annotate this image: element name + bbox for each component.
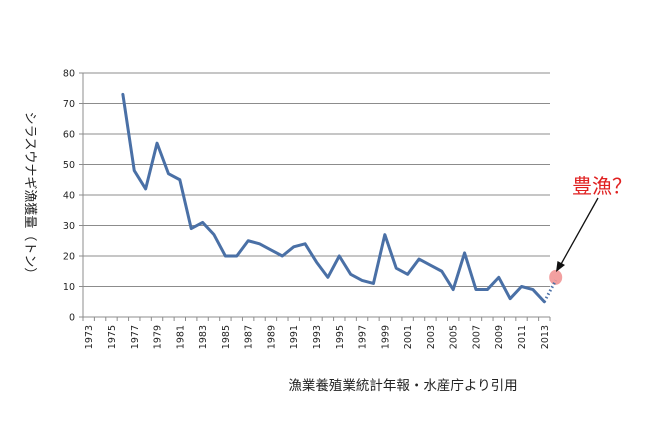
x-tick-label-1993: 1993 bbox=[312, 325, 323, 349]
arrowhead-icon bbox=[556, 261, 565, 272]
x-tick-label-1979: 1979 bbox=[153, 325, 164, 349]
x-tick-label-1987: 1987 bbox=[244, 325, 255, 349]
y-tick-label-40: 40 bbox=[63, 191, 75, 202]
x-tick-label-1977: 1977 bbox=[130, 325, 141, 349]
x-tick-label-1981: 1981 bbox=[175, 325, 186, 349]
x-tick-label-2003: 2003 bbox=[426, 325, 437, 349]
x-tick-label-1983: 1983 bbox=[198, 325, 209, 349]
y-tick-label-50: 50 bbox=[63, 160, 75, 171]
series bbox=[121, 92, 563, 304]
x-tick-label-1991: 1991 bbox=[289, 325, 300, 349]
x-tick-label-1999: 1999 bbox=[380, 325, 391, 349]
x-tick-label-2009: 2009 bbox=[494, 325, 505, 349]
source-note: 漁業養殖業統計年報・水産庁より引用 bbox=[288, 377, 517, 394]
x-tick-label-1997: 1997 bbox=[358, 325, 369, 349]
y-tick-label-10: 10 bbox=[63, 282, 75, 293]
gridlines bbox=[83, 72, 550, 287]
y-tick-labels: 0 10 20 30 40 50 60 70 80 bbox=[63, 69, 75, 324]
annotation-text: 豊漁？ bbox=[572, 174, 632, 198]
projection-line bbox=[542, 279, 558, 303]
annotation: 豊漁？ bbox=[556, 174, 632, 272]
annotation-arrow bbox=[559, 197, 599, 267]
axes bbox=[79, 72, 551, 321]
x-tick-label-1985: 1985 bbox=[221, 325, 232, 349]
x-tick-label-1995: 1995 bbox=[335, 325, 346, 349]
x-tick-label-2011: 2011 bbox=[517, 325, 528, 349]
x-tick-label-2005: 2005 bbox=[449, 325, 460, 349]
y-tick-label-30: 30 bbox=[63, 221, 75, 232]
series-line-0 bbox=[121, 92, 546, 304]
y-tick-label-0: 0 bbox=[69, 313, 75, 324]
x-tick-label-1975: 1975 bbox=[107, 325, 118, 349]
y-tick-label-70: 70 bbox=[63, 99, 75, 110]
x-tick-label-2001: 2001 bbox=[403, 325, 414, 349]
x-tick-label-1973: 1973 bbox=[84, 325, 95, 349]
y-tick-label-60: 60 bbox=[63, 130, 75, 141]
x-tick-label-1989: 1989 bbox=[266, 325, 277, 349]
y-axis-label: シラスウナギ漁獲量（トン） bbox=[22, 112, 37, 281]
y-tick-label-20: 20 bbox=[63, 252, 75, 263]
highlight-marker bbox=[549, 269, 563, 285]
x-tick-label-2013: 2013 bbox=[540, 325, 551, 349]
y-tick-label-80: 80 bbox=[63, 69, 75, 80]
x-tick-labels: 1973 1975 1977 1979 1981 1983 1985 1987 1989 1991… bbox=[84, 325, 551, 349]
x-tick-label-2007: 2007 bbox=[471, 325, 482, 349]
